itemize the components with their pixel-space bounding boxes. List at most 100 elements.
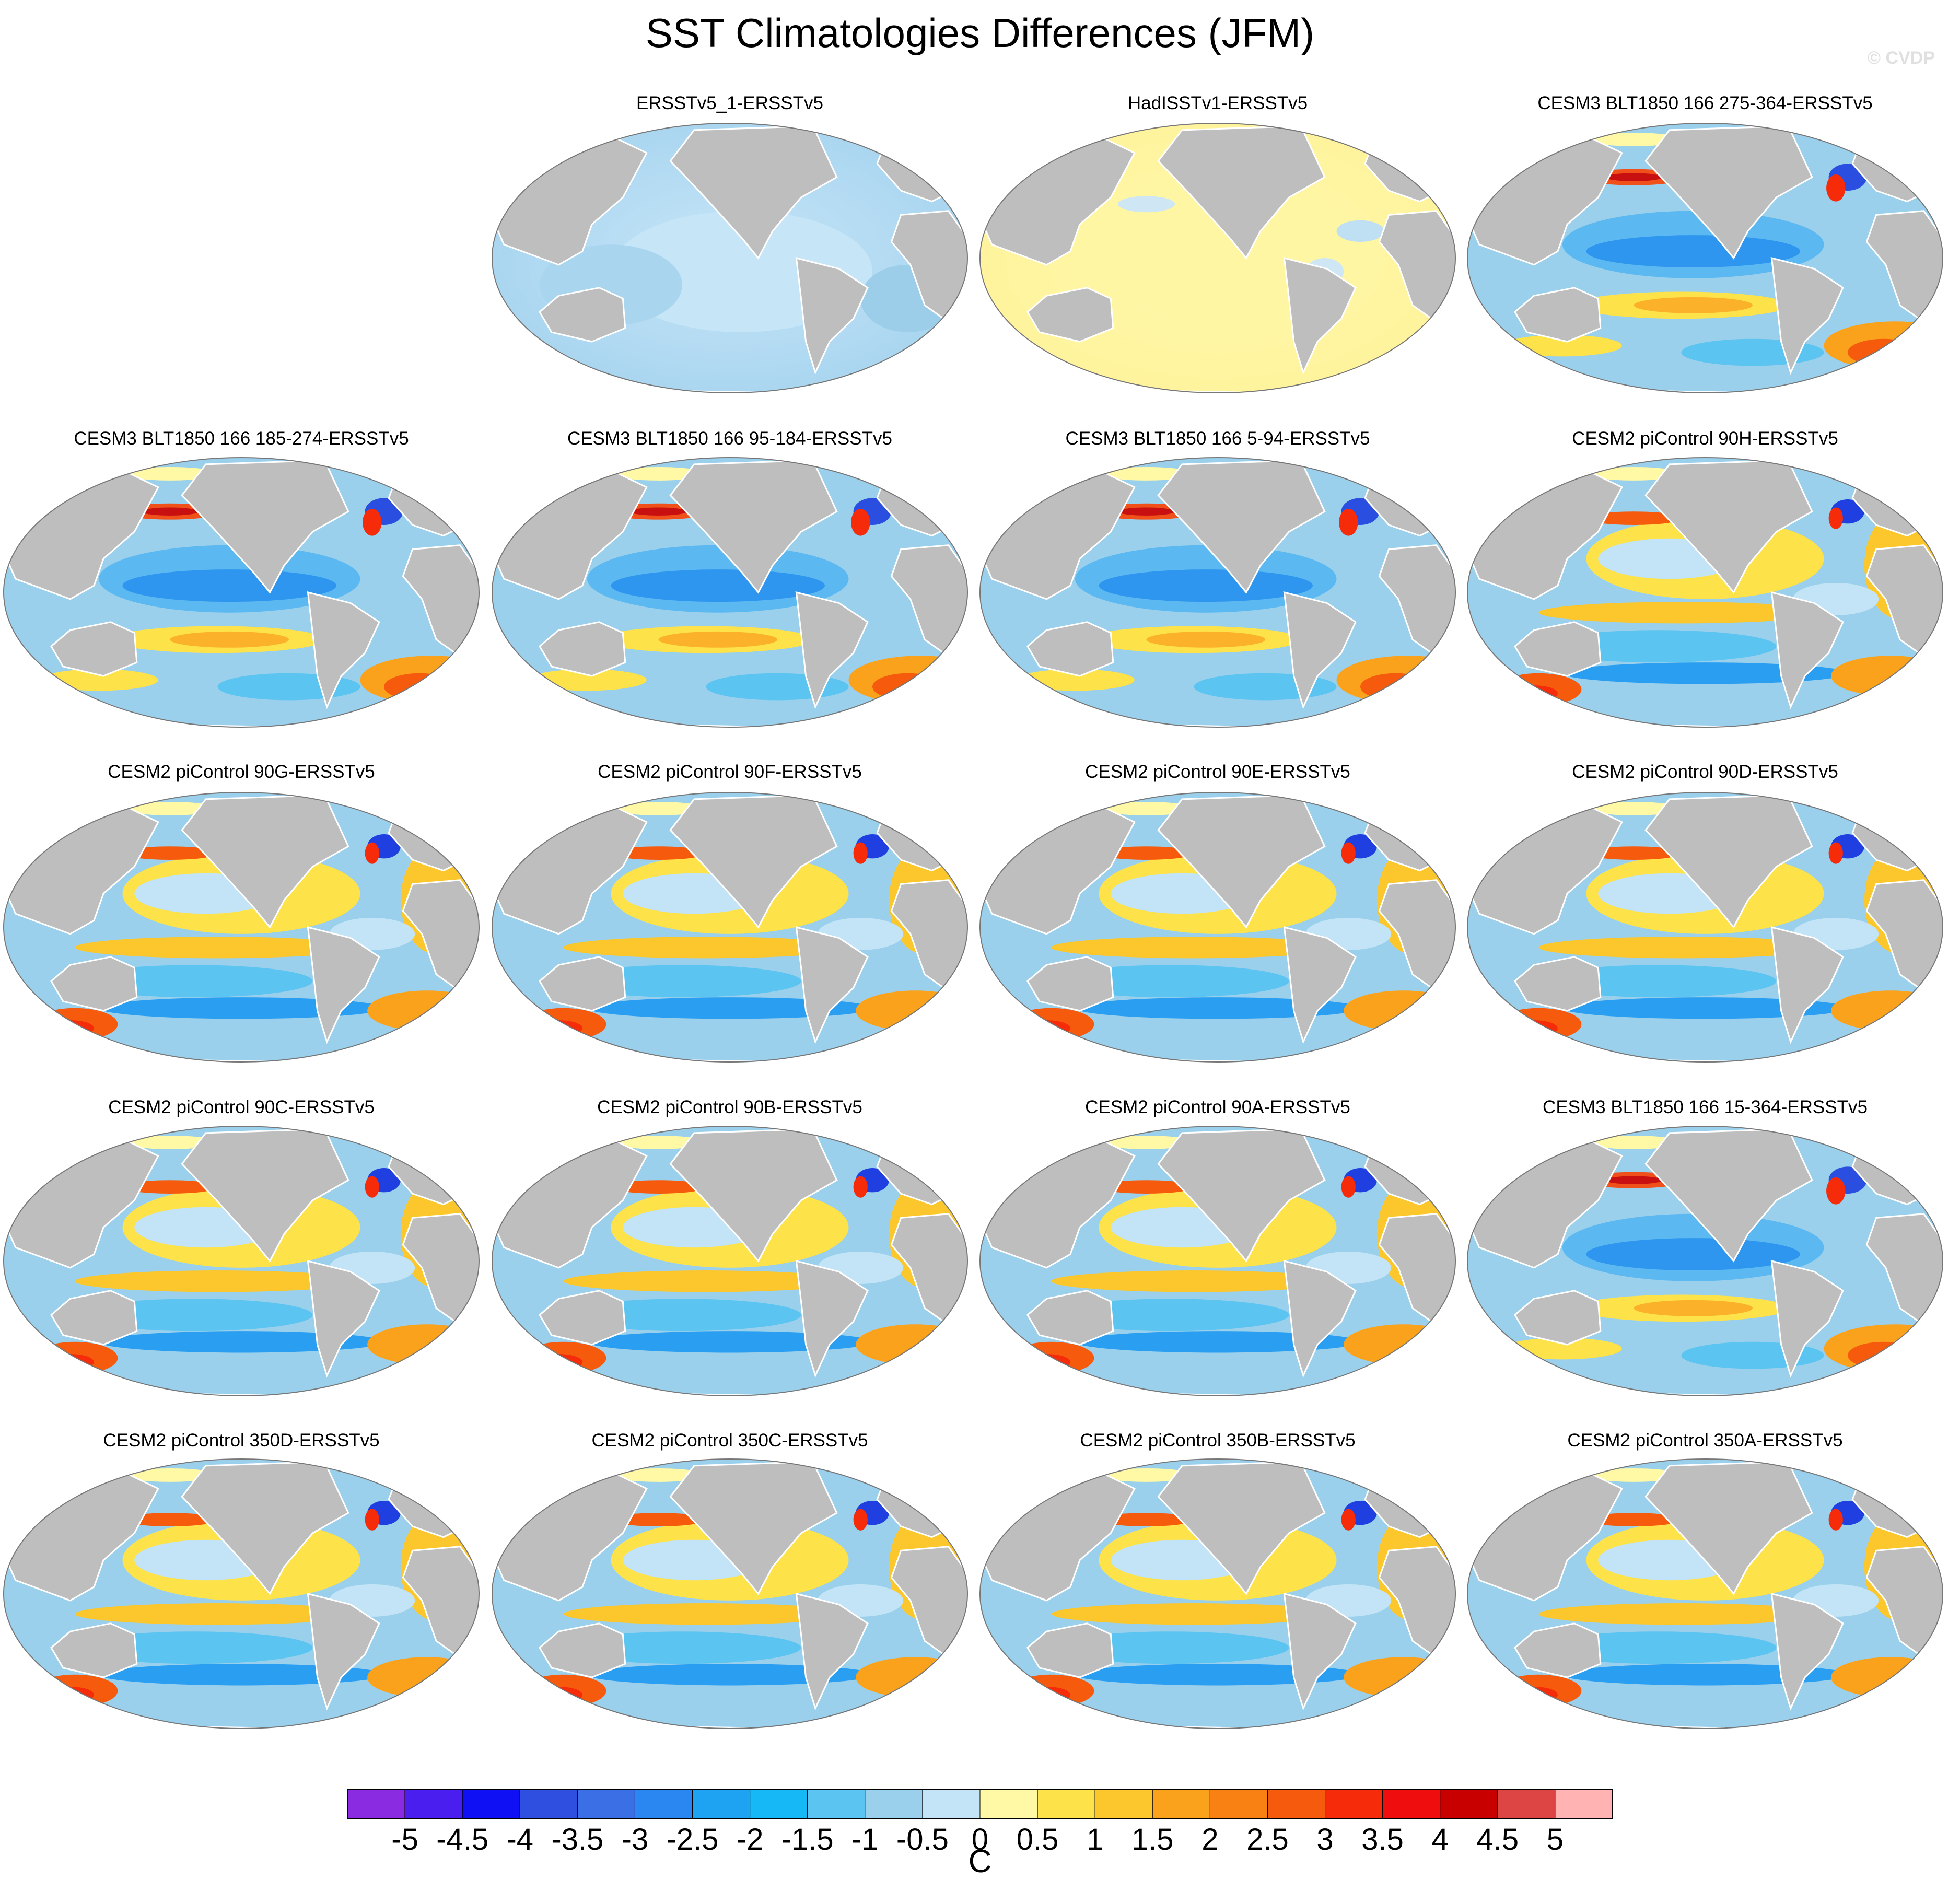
colorbar-swatch [692,1789,751,1819]
sst-anomaly-region [365,1176,379,1198]
land-australia [50,956,138,1012]
colorbar-tick-label: 3 [1316,1823,1334,1857]
colorbar-swatch [979,1789,1038,1819]
land-southAm [1283,1593,1357,1711]
colorbar-tick-label: 0.5 [1016,1823,1059,1857]
sst-anomaly-region [1051,1270,1337,1292]
colorbar-tick-label: -1 [851,1823,879,1857]
sst-anomaly-region [1562,662,1848,684]
land-northAm [1644,459,1813,594]
panel-title: CESM2 piControl 90F-ERSSTv5 [598,762,862,782]
land-southAm [795,926,869,1044]
land-northAm [1157,1461,1326,1595]
colorbar-swatch [1325,1789,1383,1819]
sst-anomaly-region [1826,1177,1846,1205]
sst-anomaly-region [1828,842,1843,864]
sst-anomaly-region [363,509,382,536]
colorbar-tick-label: 1.5 [1131,1823,1174,1857]
colorbar-tick-label: -5 [391,1823,418,1857]
sst-anomaly-region [1117,507,1175,516]
map-border [979,457,1456,728]
land-northAm [1644,1461,1813,1595]
map-panel [1467,457,1943,728]
land-northAm [1644,1128,1813,1263]
land-northAm [1157,125,1326,260]
sst-anomaly-region [1099,802,1194,815]
panel-title: CESM2 piControl 350B-ERSSTv5 [1080,1430,1356,1451]
map-border [1467,1126,1943,1396]
colorbar-tick-label: 5 [1546,1823,1564,1857]
colorbar-swatch [347,1789,405,1819]
sst-anomaly-region [170,631,289,648]
sst-anomaly-region [611,1468,706,1482]
panel-title: CESM2 piControl 90C-ERSSTv5 [108,1097,375,1117]
sst-anomaly-region [365,842,379,864]
land-southAm [1770,1260,1844,1378]
land-southAm [1283,1260,1357,1378]
sst-anomaly-region [1586,1468,1682,1482]
sst-anomaly-region [99,1331,384,1353]
land-southAm [307,926,380,1044]
land-northAm [669,794,838,929]
land-australia [539,621,626,677]
panel-title: CESM3 BLT1850 166 5-94-ERSSTv5 [1065,428,1370,449]
sst-anomaly-region [122,846,218,860]
map-border [3,457,480,728]
sst-anomaly-region [611,1513,706,1527]
sst-anomaly-region [122,1513,218,1527]
colorbar-swatch [519,1789,578,1819]
panel-title: CESM2 piControl 90B-ERSSTv5 [597,1097,862,1117]
sst-anomaly-region [1099,467,1194,481]
sst-anomaly-region [611,1180,706,1194]
sst-anomaly-region [1605,173,1663,181]
colorbar-swatch [1267,1789,1326,1819]
land-northAm [181,1461,349,1595]
land-northAm [181,1128,349,1263]
sst-anomaly-region [1538,937,1824,959]
colorbar-tick-label: 2 [1201,1823,1219,1857]
sst-anomaly-region [611,569,825,602]
sst-anomaly-region [563,1603,849,1625]
map-border [979,1126,1456,1396]
colorbar-swatch [865,1789,923,1819]
sst-anomaly-region [365,1509,379,1531]
panel-title: CESM2 piControl 90G-ERSSTv5 [108,762,375,782]
map-border [492,123,968,393]
colorbar-tick-label: 0 [971,1823,989,1857]
map-panel [3,1126,480,1396]
panel-title: CESM2 piControl 90A-ERSSTv5 [1085,1097,1350,1117]
colorbar-tick-label: -1.5 [781,1823,834,1857]
land-northAm [1644,794,1813,929]
sst-anomaly-region [75,1603,360,1625]
panel-title: CESM3 BLT1850 166 95-184-ERSSTv5 [567,428,892,449]
sst-anomaly-region [1117,196,1175,213]
land-northAm [669,459,838,594]
sst-anomaly-region [1634,1300,1753,1316]
map-border [492,1458,968,1729]
colorbar-tick-label: -2.5 [666,1823,719,1857]
sst-anomaly-region [611,802,706,815]
colorbar-frame [347,1789,1613,1819]
sst-anomaly-region [1538,602,1824,624]
sst-anomaly-region [1586,235,1800,268]
map-border [979,123,1456,393]
sst-anomaly-region [1099,1180,1194,1194]
sst-anomaly-region [1341,1509,1356,1531]
map-border [1467,1458,1943,1729]
sst-anomaly-region [122,1468,218,1482]
sst-anomaly-region [851,509,870,536]
land-australia [50,1622,138,1678]
map-panel [1467,1126,1943,1396]
panel-title: CESM2 piControl 90H-ERSSTv5 [1572,428,1838,449]
colorbar-tick-label: 4 [1431,1823,1449,1857]
colorbar-tick-label: -0.5 [896,1823,949,1857]
colorbar-tick-label: -3.5 [551,1823,604,1857]
land-southAm [795,257,869,375]
colorbar-swatch [807,1789,866,1819]
colorbar-swatch [462,1789,520,1819]
colorbar-swatch [634,1789,693,1819]
sst-anomaly-region [1828,1509,1843,1531]
sst-anomaly-region [587,997,872,1019]
colorbar-tick-label: -4.5 [436,1823,489,1857]
sst-anomaly-region [563,937,849,959]
